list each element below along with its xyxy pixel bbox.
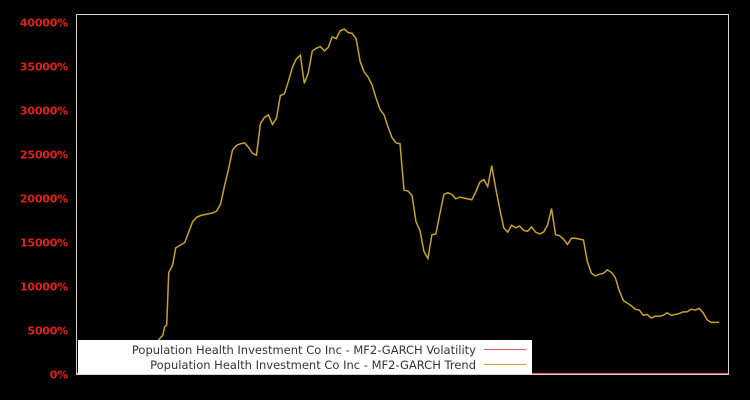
y-tick-label-2: 10000% [19,280,68,294]
chart-legend: Population Health Investment Co Inc - MF… [78,340,532,374]
legend-item-trend[interactable]: Population Health Investment Co Inc - MF… [78,357,532,372]
series-line-trend [77,29,719,373]
y-tick-label-8: 40000% [19,16,68,30]
legend-item-volatility[interactable]: Population Health Investment Co Inc - MF… [78,342,532,357]
legend-label-trend: Population Health Investment Co Inc - MF… [150,357,476,372]
legend-swatch-volatility [484,349,526,350]
plot-svg [77,15,728,374]
plot-area [76,14,729,375]
y-tick-label-6: 30000% [19,104,68,118]
y-tick-label-5: 25000% [19,148,68,162]
legend-swatch-trend [484,364,526,365]
y-tick-label-7: 35000% [19,60,68,74]
y-tick-label-3: 15000% [19,236,68,250]
y-tick-label-1: 5000% [27,324,68,338]
y-tick-label-4: 20000% [19,192,68,206]
legend-label-volatility: Population Health Investment Co Inc - MF… [131,342,476,357]
y-axis-tick-labels: 0% 5000% 10000% 15000% 20000% 25000% 30000% 350… [0,0,72,400]
y-tick-label-0: 0% [49,368,68,382]
